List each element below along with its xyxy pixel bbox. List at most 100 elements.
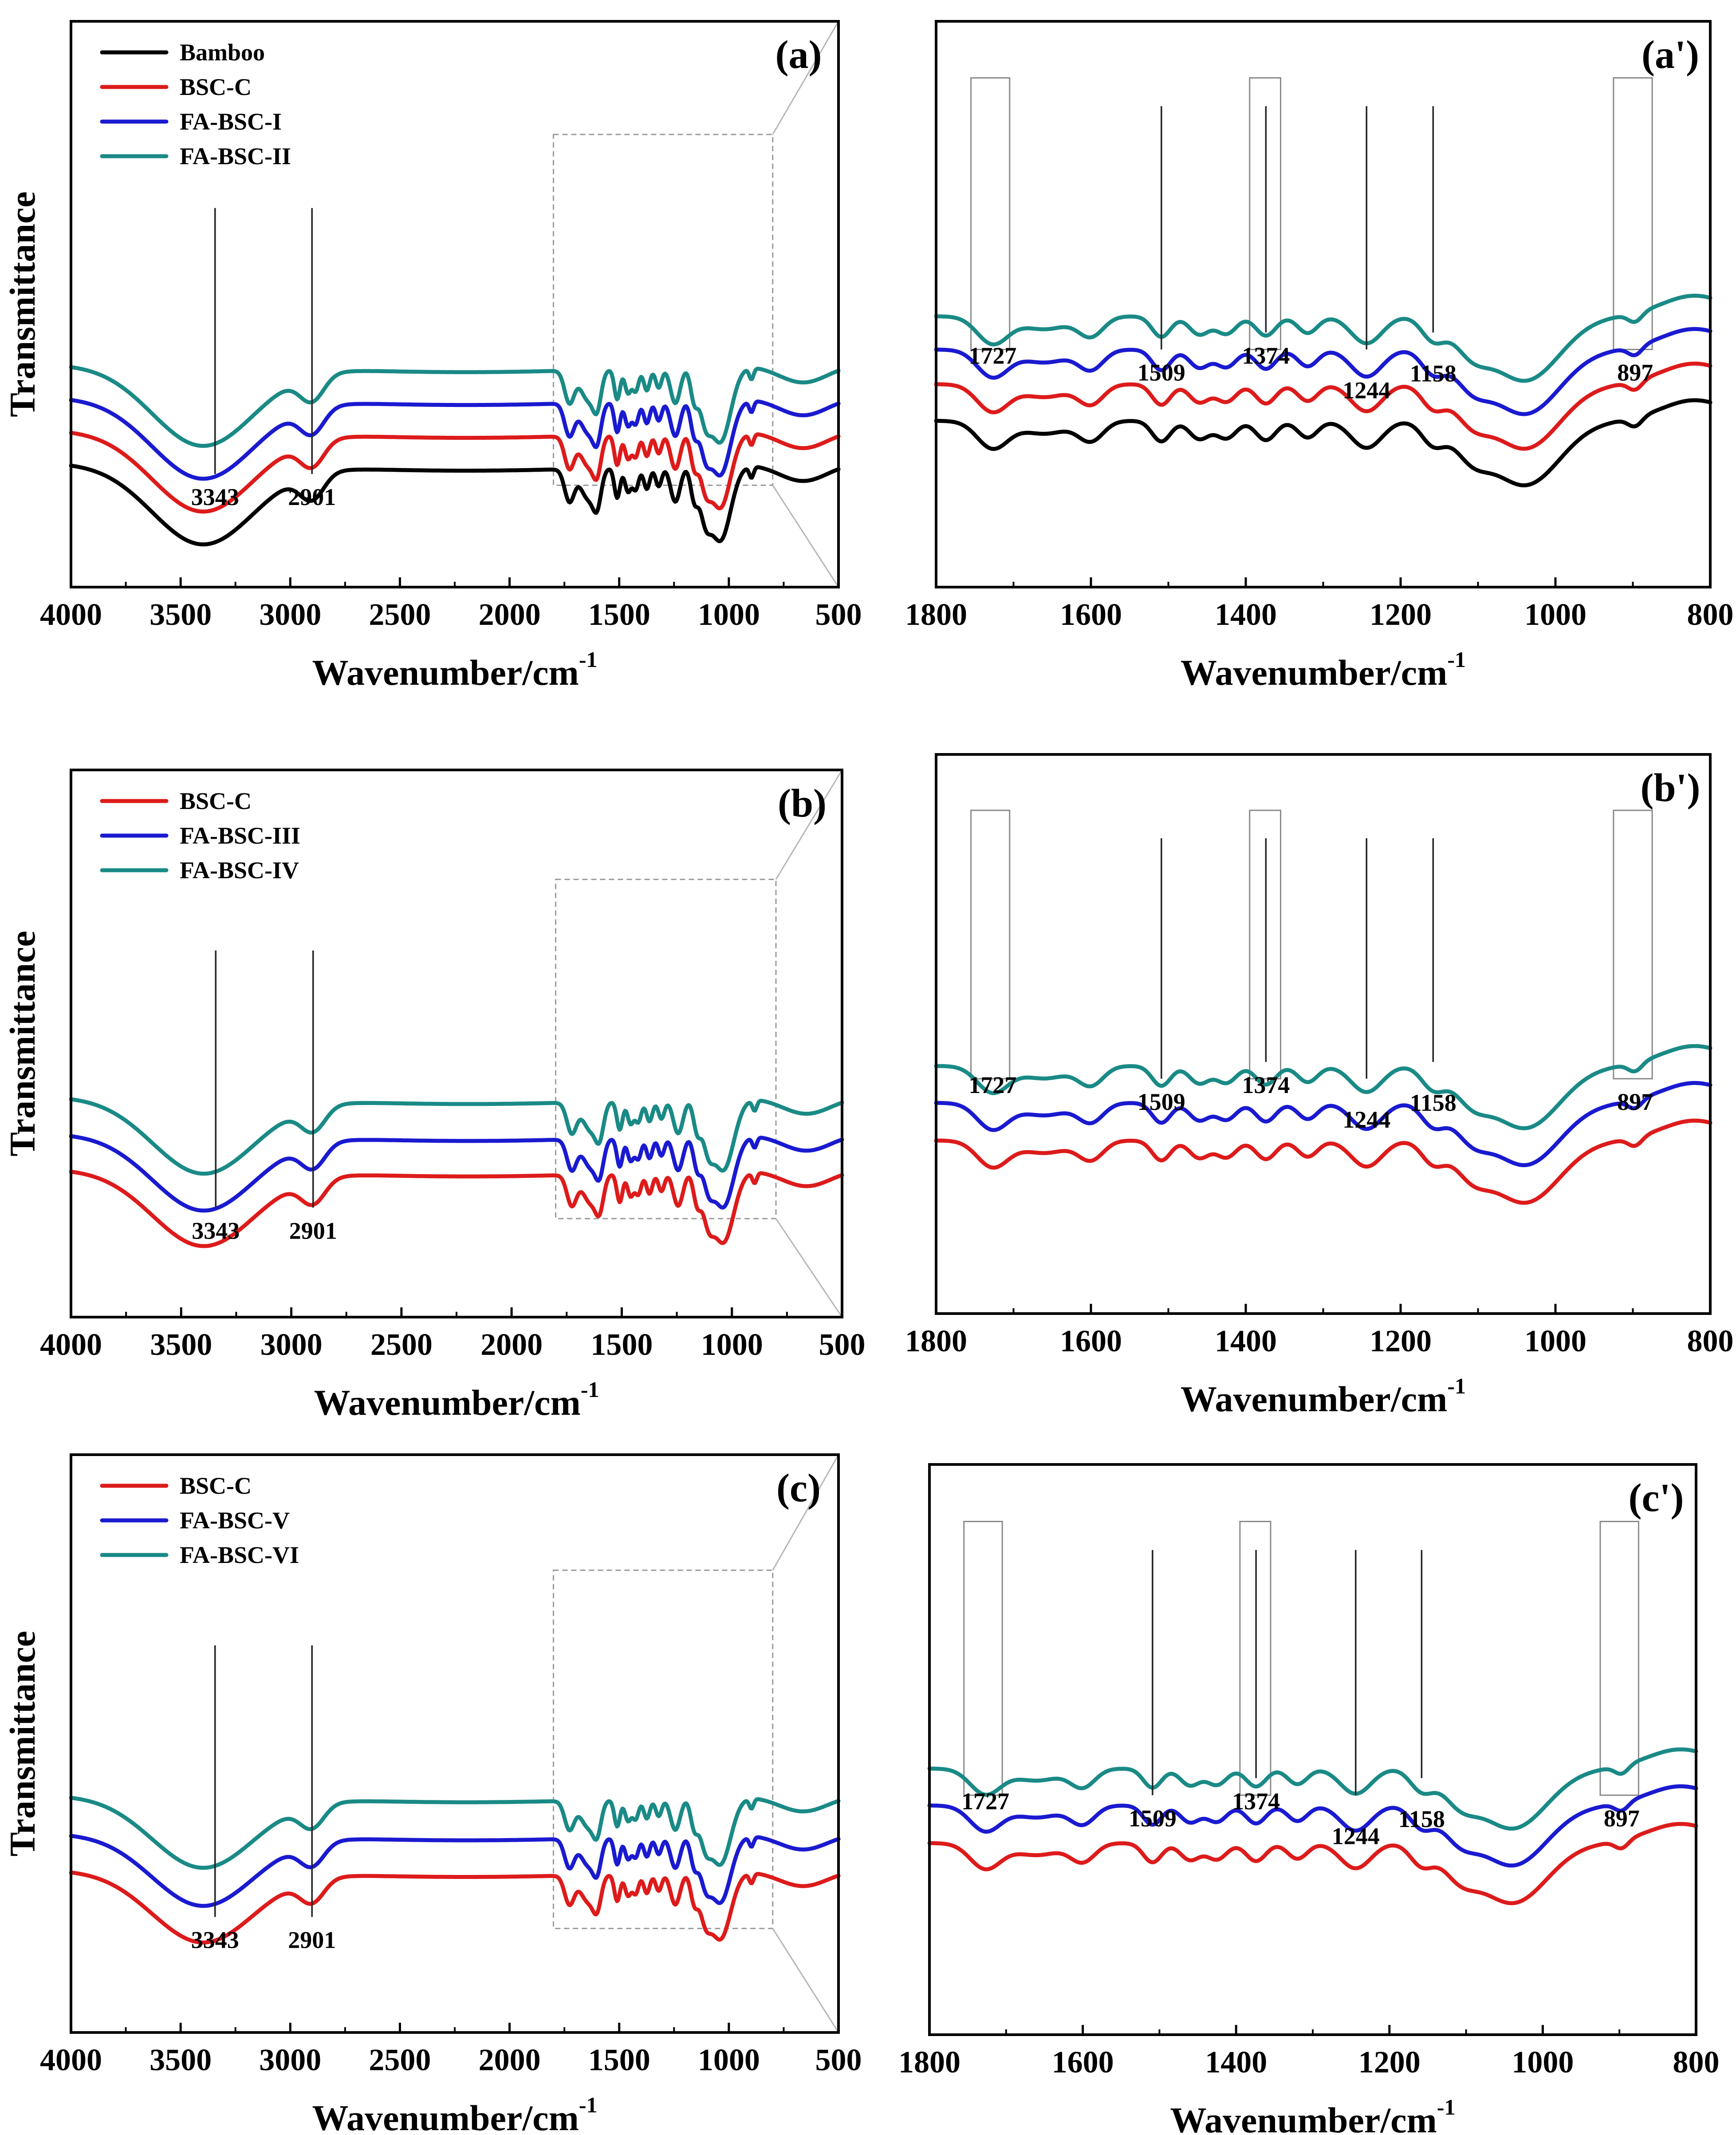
x-tick-label: 1600 [1060, 1324, 1122, 1358]
spectrum-bsc-c [69, 430, 841, 514]
x-tick-label: 2000 [479, 2043, 541, 2077]
zoom-connector [775, 770, 843, 880]
x-axis-label: Wavenumber/cm-1 [312, 2092, 598, 2135]
band-highlight-box [1239, 1521, 1271, 1796]
y-axis-label: Transmittance [2, 191, 43, 417]
spectrum-fa-bsc-ii [934, 293, 1712, 383]
x-axis-label-superscript: -1 [579, 2092, 598, 2117]
spectrum-bsc-c [927, 1822, 1698, 1906]
band-highlight-box [1613, 77, 1653, 350]
zoom-connector [772, 21, 839, 135]
x-tick-label: 1000 [698, 598, 760, 632]
spectrum-fa-bsc-i [934, 327, 1712, 416]
spectrum-fa-bsc-iv [69, 1097, 844, 1176]
legend-label: BSC-C [180, 74, 252, 100]
x-tick-label: 1500 [590, 1328, 653, 1362]
zoom-connector [775, 1218, 843, 1318]
legend-label: FA-BSC-II [180, 143, 291, 170]
x-tick-label: 1000 [1512, 2045, 1574, 2080]
legend-label: FA-BSC-IV [180, 857, 299, 884]
peak-label: 1727 [968, 342, 1016, 369]
x-tick-label: 1200 [1370, 598, 1432, 632]
x-tick-label: 1500 [588, 2043, 650, 2077]
legend-label: BSC-C [180, 1472, 252, 1499]
x-tick-label: 1000 [1524, 1324, 1586, 1358]
x-tick-label: 1000 [701, 1328, 763, 1362]
peak-label: 3343 [191, 484, 239, 510]
x-tick-label: 3000 [260, 1328, 323, 1362]
zoom-region-box [552, 1569, 774, 1930]
x-axis-label-superscript: -1 [581, 1377, 599, 1402]
peak-label: 897 [1617, 1089, 1653, 1115]
band-highlight-box [970, 809, 1011, 1080]
band-highlight-box [1249, 77, 1282, 350]
peak-label: 2901 [289, 1217, 337, 1244]
x-tick-label: 1400 [1215, 598, 1277, 632]
x-tick-label: 2500 [370, 1328, 433, 1362]
x-tick-label: 800 [1673, 2045, 1720, 2080]
x-tick-label: 1800 [905, 598, 967, 632]
x-axis-label-superscript: -1 [1437, 2095, 1456, 2119]
x-tick-label: 500 [815, 598, 862, 632]
x-axis-label-superscript: -1 [1447, 1373, 1466, 1398]
panel-title: (c) [776, 1466, 821, 1510]
x-axis-label-text: Wavenumber/cm [1181, 652, 1447, 693]
x-tick-label: 1800 [905, 1324, 967, 1358]
x-axis-label-text: Wavenumber/cm [312, 652, 579, 693]
legend-label: FA-BSC-V [180, 1507, 290, 1534]
zoom-connector [772, 485, 839, 588]
x-tick-label: 500 [815, 2043, 862, 2077]
peak-label: 1244 [1342, 1106, 1390, 1133]
band-highlight-box [970, 77, 1011, 350]
x-tick-label: 1200 [1370, 1324, 1432, 1358]
x-tick-label: 3500 [150, 598, 212, 632]
legend-label: BSC-C [180, 788, 252, 814]
x-axis-label-superscript: -1 [1447, 647, 1466, 672]
zoom-region-box [552, 134, 774, 486]
panel-title: (a) [775, 33, 822, 77]
spectrum-fa-bsc-vi [927, 1747, 1698, 1831]
panel-a2: 1727 1509 1374 1244 1158 897 1800 1600 1400 1200 1… [905, 20, 1734, 693]
zoom-connector [772, 1928, 839, 2033]
spectrum-fa-bsc-i [69, 398, 841, 481]
band-highlight-box [963, 1521, 1003, 1796]
peak-label: 1509 [1129, 1805, 1177, 1831]
x-tick-label: 4000 [40, 2043, 102, 2077]
x-tick-label: 2000 [480, 1328, 543, 1362]
x-axis-label-superscript: -1 [579, 647, 598, 672]
peak-label: 1158 [1398, 1806, 1445, 1832]
band-highlight-box [1599, 1521, 1639, 1796]
x-tick-label: 1500 [588, 598, 650, 632]
x-tick-label: 3500 [150, 1328, 212, 1362]
spectrum-bsc-c [934, 1118, 1712, 1205]
y-axis-label: Transmittance [2, 1631, 43, 1857]
spectrum-bsc-c [69, 1870, 841, 1945]
x-tick-label: 3000 [259, 598, 321, 632]
x-tick-label: 800 [1687, 598, 1734, 632]
panel-title: (c') [1629, 1476, 1684, 1520]
x-axis-label: Wavenumber/cm-1 [1181, 1373, 1466, 1419]
zoom-region-box [555, 879, 777, 1219]
peak-label: 1727 [961, 1788, 1009, 1815]
x-tick-label: 2500 [369, 2043, 431, 2077]
spectrum-fa-bsc-ii [69, 365, 841, 448]
panel-a: 3343 2901 4000 3500 3000 2500 2000 1500 1000 500 W… [2, 20, 862, 693]
legend-label: FA-BSC-VI [180, 1542, 299, 1568]
peak-label: 1244 [1342, 377, 1390, 404]
x-tick-label: 3500 [150, 2043, 212, 2077]
peak-label: 1158 [1410, 360, 1457, 387]
x-tick-label: 4000 [40, 598, 102, 632]
peak-label: 2901 [288, 1927, 336, 1953]
x-tick-label: 1400 [1205, 2045, 1267, 2080]
plot-frame [935, 753, 1712, 1315]
spectrum-bamboo [69, 463, 841, 547]
spectrum-fa-bsc-v [69, 1834, 841, 1908]
legend-label: Bamboo [180, 39, 265, 66]
panel-c2: 1727 1509 1374 1244 1158 897 1800 1600 1400 1200 1… [898, 1463, 1720, 2135]
x-axis-label: Wavenumber/cm-1 [1170, 2095, 1456, 2135]
x-tick-label: 1600 [1052, 2045, 1114, 2080]
x-axis-label: Wavenumber/cm-1 [1181, 647, 1466, 693]
legend-label: FA-BSC-III [180, 822, 300, 849]
spectrum-fa-bsc-iii [69, 1134, 844, 1213]
